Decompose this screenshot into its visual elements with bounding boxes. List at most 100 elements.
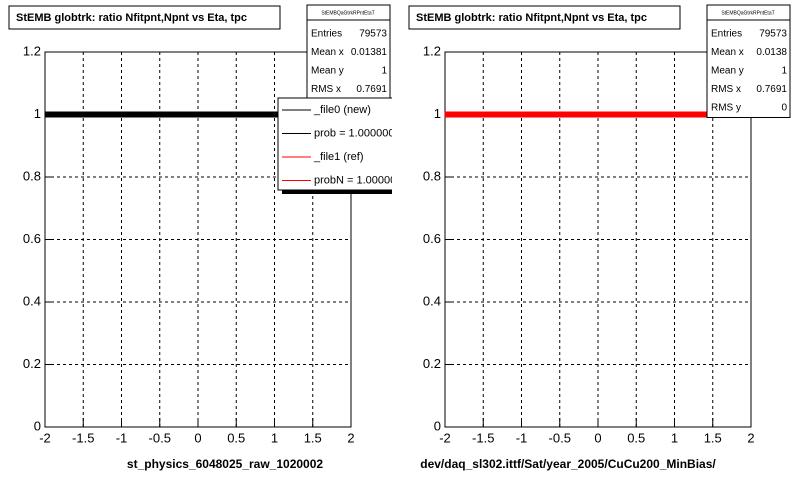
chart-title: StEMB globtrk: ratio Nfitpnt,Npnt vs Eta…	[16, 12, 247, 24]
data-point	[444, 111, 461, 118]
stats-value: 1	[381, 66, 387, 77]
data-point	[75, 111, 92, 118]
x-tick-label: 1	[271, 430, 278, 445]
stats-label: Mean x	[311, 47, 344, 58]
y-tick-label: 0.6	[423, 231, 441, 246]
x-tick-label: -1	[116, 430, 128, 445]
data-point	[628, 111, 645, 118]
legend-label: probN = 1.000000	[314, 174, 402, 186]
legend-shadow	[282, 188, 392, 194]
data-point	[121, 111, 138, 118]
x-tick-label: 2	[747, 430, 754, 445]
stats-box	[306, 4, 391, 100]
data-point	[567, 111, 584, 118]
x-tick-label: 0.5	[627, 430, 645, 445]
legend-label: _file0 (new)	[313, 104, 371, 116]
data-point	[582, 111, 599, 118]
panel: 0 0.2 0.4 0.6 0.8 1 1.2 -2 -1.5 -1 -0.5 0 0.5 1 1.5 2 de…	[408, 4, 791, 471]
x-tick-label: 1	[671, 430, 678, 445]
data-point	[475, 111, 492, 118]
y-tick-label: 0	[434, 418, 441, 433]
x-tick-label: 0	[194, 430, 201, 445]
data-point	[44, 111, 61, 118]
data-point	[228, 111, 245, 118]
y-tick-label: 0.8	[423, 168, 441, 183]
y-tick-label: 0.2	[423, 356, 441, 371]
data-point	[212, 111, 229, 118]
stats-value: 0.01381	[351, 47, 388, 58]
stats-value: 1	[781, 66, 787, 77]
y-tick-label: 0.8	[23, 168, 41, 183]
data-point	[505, 111, 522, 118]
stats-value: 0	[781, 103, 787, 114]
stats-label: RMS y	[711, 103, 741, 114]
y-tick-label: 1.2	[423, 43, 441, 58]
data-point	[521, 111, 538, 118]
y-tick-label: 0.6	[23, 231, 41, 246]
stats-value: 0.7691	[356, 84, 387, 95]
panel: 0 0.2 0.4 0.6 0.8 1 1.2 -2 -1.5 -1 -0.5 0 0.5 1 1.5 2 st…	[8, 4, 402, 471]
stats-value: 79573	[359, 29, 387, 40]
title-box	[408, 5, 681, 30]
data-point	[597, 111, 614, 118]
y-tick-label: 0.4	[23, 293, 41, 308]
stats-value: 79573	[759, 29, 787, 40]
x-tick-label: 1.5	[704, 430, 722, 445]
data-point	[551, 111, 568, 118]
data-point	[643, 111, 660, 118]
data-point	[490, 111, 507, 118]
x-tick-label: -0.5	[549, 430, 571, 445]
stats-label: Entries	[711, 29, 742, 40]
data-point	[182, 111, 199, 118]
y-tick-label: 0.2	[23, 356, 41, 371]
legend-box	[277, 97, 392, 191]
stats-label: Mean x	[711, 47, 744, 58]
x-tick-label: -2	[39, 430, 51, 445]
x-tick-label: -2	[439, 430, 451, 445]
data-point	[105, 111, 122, 118]
data-point	[689, 111, 706, 118]
data-point	[258, 111, 275, 118]
x-tick-label: -1	[516, 430, 528, 445]
x-axis-label: dev/daq_sl302.ittf/Sat/year_2005/CuCu200…	[420, 457, 716, 471]
x-axis-label: st_physics_6048025_raw_1020002	[127, 457, 323, 471]
stats-label: Mean y	[711, 66, 744, 77]
chart-title: StEMB globtrk: ratio Nfitpnt,Npnt vs Eta…	[416, 12, 647, 24]
data-point	[674, 111, 691, 118]
data-point	[59, 111, 76, 118]
y-tick-label: 0.4	[423, 293, 441, 308]
stats-title: StEMBQaGtrkRPntEtaT	[721, 10, 774, 16]
title-box	[8, 5, 281, 30]
x-tick-label: 0.5	[227, 430, 245, 445]
stats-value: 0.0138	[756, 47, 787, 58]
legend-label: prob = 1.000000	[314, 127, 394, 139]
y-tick-label: 1.2	[23, 43, 41, 58]
data-point	[536, 111, 553, 118]
y-tick-label: 0	[34, 418, 41, 433]
stats-label: RMS x	[311, 84, 341, 95]
data-point	[658, 111, 675, 118]
stats-label: Mean y	[311, 66, 344, 77]
data-point	[612, 111, 629, 118]
x-tick-label: -1.5	[72, 430, 94, 445]
x-tick-label: 1.5	[304, 430, 322, 445]
data-point	[90, 111, 107, 118]
x-tick-label: -1.5	[472, 430, 494, 445]
x-tick-label: 2	[347, 430, 354, 445]
data-point	[151, 111, 168, 118]
y-tick-label: 1	[434, 106, 441, 121]
y-tick-label: 1	[34, 106, 41, 121]
data-point	[136, 111, 153, 118]
stats-label: Entries	[311, 29, 342, 40]
stats-label: RMS x	[711, 84, 741, 95]
data-point	[459, 111, 476, 118]
data-point	[197, 111, 214, 118]
stats-value: 0.7691	[756, 84, 787, 95]
data-point	[243, 111, 260, 118]
stats-box	[706, 4, 791, 118]
data-point	[167, 111, 184, 118]
x-tick-label: -0.5	[149, 430, 171, 445]
legend-label: _file1 (ref)	[313, 151, 364, 163]
stats-title: StEMBQaGtrkRPntEtaT	[321, 10, 374, 16]
